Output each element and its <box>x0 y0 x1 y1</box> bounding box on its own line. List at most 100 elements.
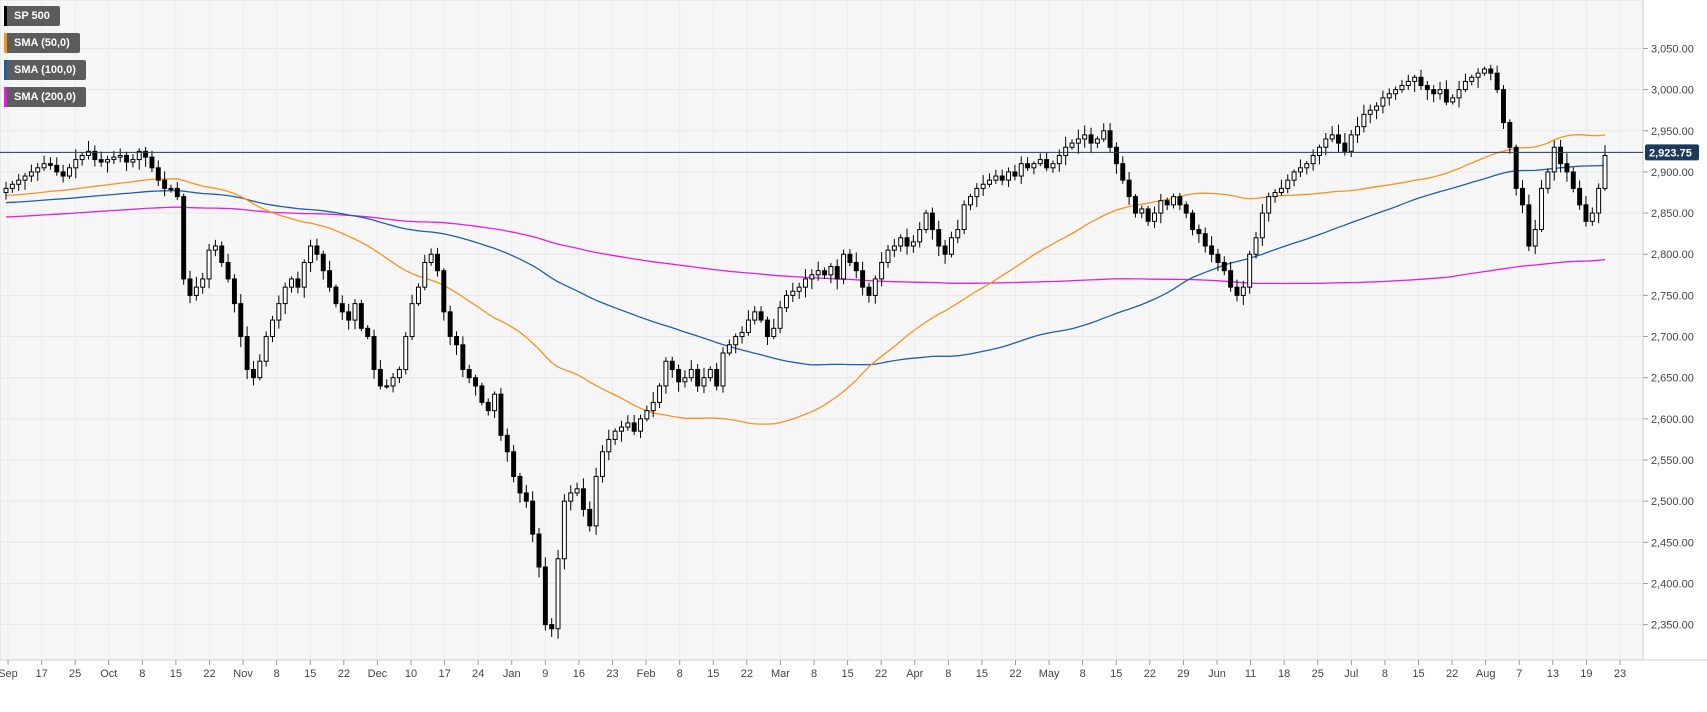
x-tick-label: 22 <box>1009 668 1021 680</box>
candle-body <box>1050 163 1056 169</box>
candle-body <box>117 154 123 158</box>
candle-body <box>1380 97 1386 107</box>
candle-body <box>574 488 580 494</box>
candle-body <box>244 336 250 370</box>
candle-body <box>358 303 364 329</box>
candle-body <box>1589 212 1595 222</box>
candle-body <box>1456 89 1462 99</box>
candle-body <box>1501 89 1506 124</box>
candle-body <box>891 245 897 251</box>
candle-body <box>1513 146 1519 189</box>
candle-body <box>1393 89 1399 95</box>
candle-body <box>739 331 745 338</box>
candle-body <box>473 377 479 387</box>
legend-sma100[interactable]: SMA (100,0) <box>4 60 86 80</box>
candle-body <box>707 368 713 379</box>
x-tick-label: 8 <box>811 668 817 680</box>
price-tag-bg <box>1645 144 1699 161</box>
candle-body <box>1520 187 1525 206</box>
candle-body <box>1310 154 1316 165</box>
candle-body <box>3 187 9 193</box>
x-tick-label: 9 <box>542 668 548 680</box>
x-tick-label: 15 <box>1412 668 1424 680</box>
candle-body <box>396 368 402 379</box>
candle-body <box>663 360 669 387</box>
candle-body <box>1152 212 1157 222</box>
candle-body <box>238 303 244 338</box>
candle-body <box>587 508 593 527</box>
candle-body <box>536 533 542 568</box>
legend-sma200[interactable]: SMA (200,0) <box>4 87 86 107</box>
candle-body <box>752 311 758 321</box>
candle-body <box>1025 163 1031 169</box>
candle-body <box>1297 167 1303 173</box>
candle-body <box>422 261 428 288</box>
candle-body <box>206 249 212 280</box>
candle-body <box>771 327 777 338</box>
candle-body <box>492 393 498 412</box>
candle-body <box>162 179 168 189</box>
candle-body <box>1145 208 1151 222</box>
candle-body <box>606 438 612 453</box>
candle-body <box>231 278 237 305</box>
candle-body <box>1247 253 1253 288</box>
candle-body <box>1285 179 1291 189</box>
x-tick-label: Apr <box>906 668 923 680</box>
candle-body <box>1006 171 1012 181</box>
candle-body <box>41 163 47 169</box>
legend-label-sma100: SMA (100,0) <box>14 64 76 76</box>
legend-swatch-sma200 <box>4 87 7 107</box>
y-tick-label: 2,400.00 <box>1651 578 1694 590</box>
candle-body <box>650 401 656 412</box>
candle-body <box>1164 200 1170 206</box>
x-tick-label: Feb <box>637 668 656 680</box>
candles <box>3 64 1608 639</box>
candle-body <box>1132 196 1138 214</box>
candle-body <box>447 311 453 338</box>
candle-body <box>1120 163 1126 181</box>
candle-body <box>1215 253 1221 263</box>
candle-body <box>1126 179 1132 198</box>
candle-body <box>638 418 643 432</box>
candle-body <box>929 212 935 231</box>
candle-body <box>1583 204 1589 222</box>
candle-body <box>276 303 282 321</box>
candle-body <box>1278 187 1284 193</box>
candle-body <box>333 286 339 305</box>
candle-body <box>308 245 314 263</box>
candle-body <box>568 492 574 502</box>
x-tick-label: 15 <box>1110 668 1122 680</box>
y-tick-label: 3,050.00 <box>1651 43 1694 55</box>
candle-body <box>92 150 98 161</box>
x-axis-ticks: Sep 17 25 Oct 8 15 22 Nov 8 15 22 Dec 10 17 24 Jan 9 16 23… <box>0 660 1626 680</box>
y-tick-label: 2,550.00 <box>1651 455 1694 467</box>
x-tick-label: 13 <box>1547 668 1559 680</box>
legend-label-sma50: SMA (50,0) <box>14 37 70 49</box>
candle-body <box>403 336 409 370</box>
candle-body <box>834 266 840 280</box>
candle-body <box>999 175 1005 181</box>
candle-body <box>1291 171 1297 181</box>
legend-sma50[interactable]: SMA (50,0) <box>4 33 80 53</box>
candle-body <box>853 261 859 272</box>
candle-body <box>625 422 631 428</box>
candle-body <box>1266 196 1272 214</box>
candle-body <box>1202 233 1208 247</box>
candle-body <box>193 286 199 296</box>
legend-sp500[interactable]: SP 500 <box>4 6 60 26</box>
candle-body <box>1196 229 1202 235</box>
candle-body <box>955 229 961 239</box>
candle-body <box>599 451 605 477</box>
x-tick-label: 24 <box>472 668 484 680</box>
candle-body <box>1564 163 1570 173</box>
candle-body <box>904 237 910 247</box>
candle-body <box>1475 72 1481 78</box>
x-tick-label: 10 <box>405 668 417 680</box>
candle-body <box>669 360 675 370</box>
candle-body <box>371 336 377 370</box>
candle-body <box>1532 229 1538 247</box>
candle-body <box>1443 89 1449 103</box>
x-tick-label: 22 <box>1446 668 1458 680</box>
